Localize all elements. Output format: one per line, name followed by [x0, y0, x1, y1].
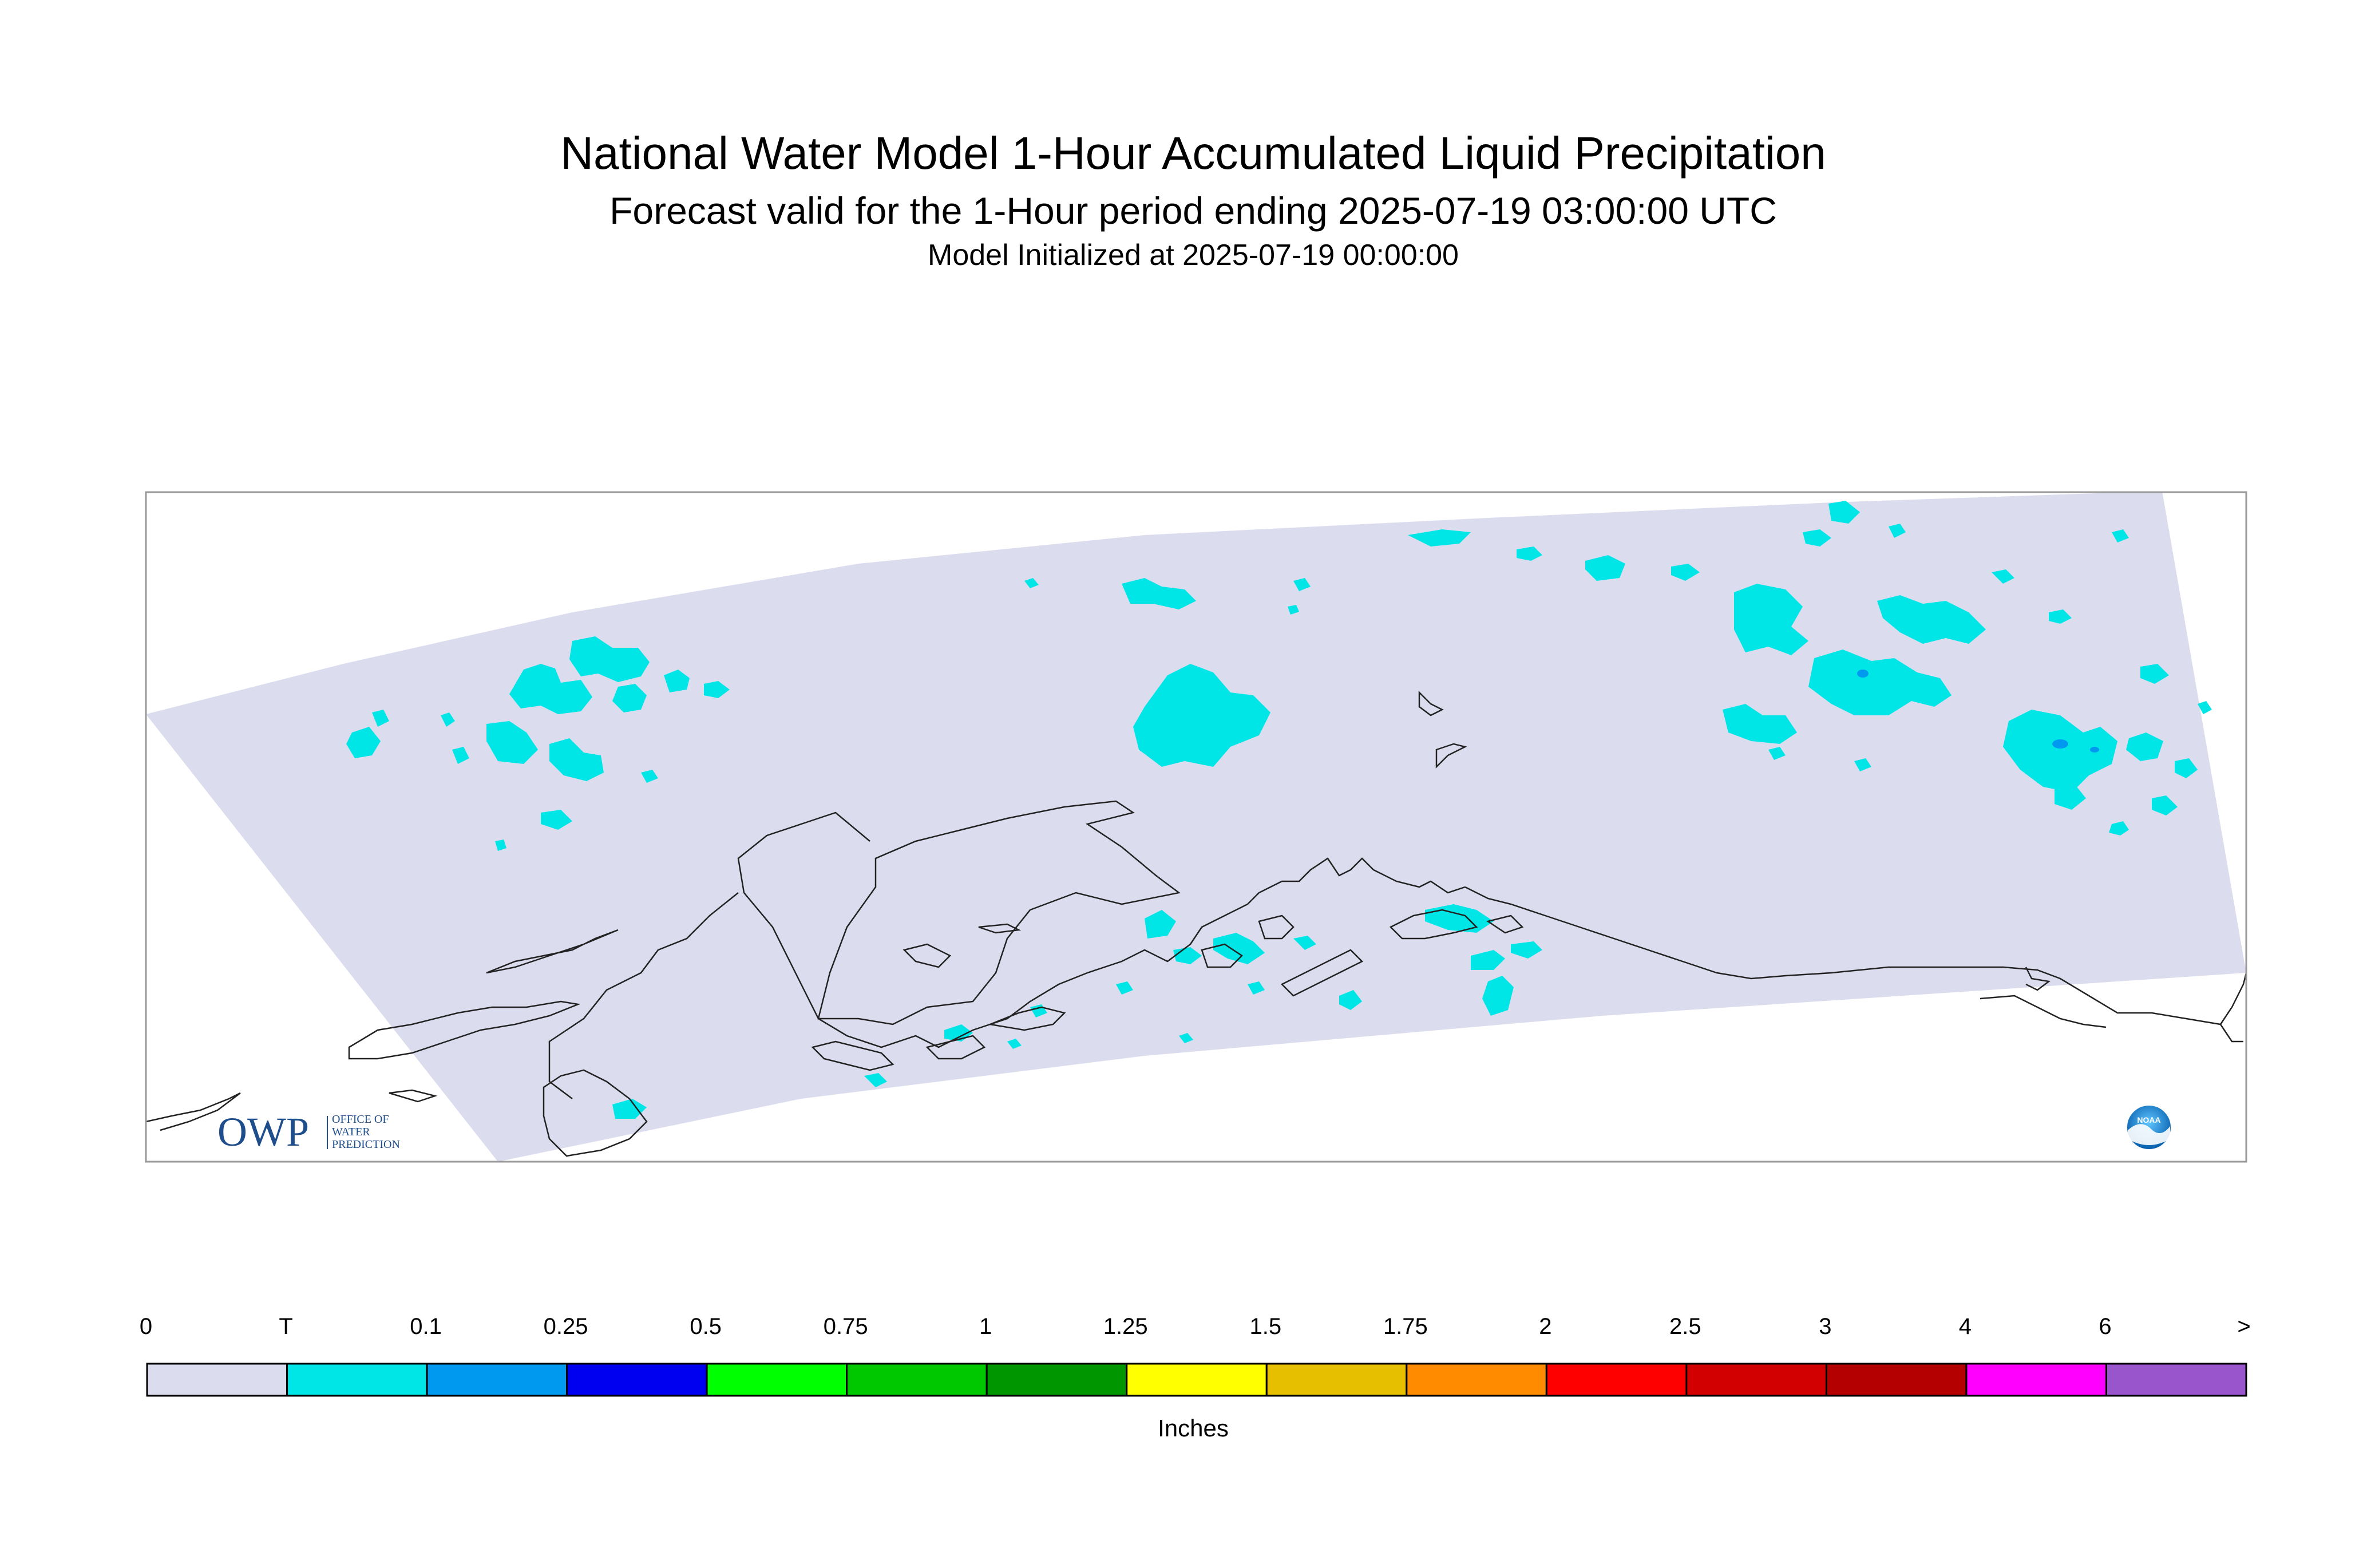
colorbar-swatch — [1825, 1363, 1968, 1397]
colorbar-swatch — [1126, 1363, 1268, 1397]
colorbar-swatch — [985, 1363, 1128, 1397]
colorbar-tick-label: 2 — [1539, 1314, 1552, 1339]
model-domain — [146, 492, 2246, 1162]
colorbar-units: Inches — [1158, 1415, 1229, 1442]
colorbar — [146, 1363, 2247, 1397]
colorbar-swatch — [566, 1363, 708, 1397]
colorbar-swatch — [1406, 1363, 1547, 1397]
colorbar-tick-label: 4 — [1958, 1314, 1972, 1339]
colorbar-swatch — [146, 1363, 288, 1397]
colorbar-tick-label: 1.5 — [1249, 1314, 1282, 1339]
colorbar-swatch — [1265, 1363, 1408, 1397]
colorbar-tick-label: 6 — [2099, 1314, 2112, 1339]
svg-text:WATER: WATER — [332, 1126, 370, 1138]
map-frame — [145, 491, 2247, 1163]
precip-trace-areas — [346, 501, 2212, 1119]
precip-light-areas — [1857, 670, 2099, 753]
colorbar-tick-label: 1.25 — [1103, 1314, 1148, 1339]
map-subtitle-valid-time: Forecast valid for the 1-Hour period end… — [609, 189, 1777, 232]
colorbar-tick-label: T — [279, 1314, 293, 1339]
owp-logo: OWP OFFICE OF WATER PREDICTION — [217, 1109, 400, 1155]
svg-text:NOAA: NOAA — [2137, 1115, 2160, 1124]
colorbar-tick-label: 0.25 — [543, 1314, 588, 1339]
colorbar-tick-label: 3 — [1819, 1314, 1832, 1339]
colorbar-swatch — [846, 1363, 988, 1397]
svg-text:PREDICTION: PREDICTION — [332, 1138, 400, 1151]
colorbar-tick-label: 1.75 — [1383, 1314, 1428, 1339]
colorbar-swatch — [286, 1363, 428, 1397]
svg-text:OWP: OWP — [217, 1109, 309, 1155]
colorbar-tick-label: 0.1 — [410, 1314, 442, 1339]
map-title: National Water Model 1-Hour Accumulated … — [560, 128, 1826, 179]
colorbar-tick-label: 0.5 — [690, 1314, 722, 1339]
colorbar-swatch — [1965, 1363, 2107, 1397]
colorbar-tick-label: 0 — [139, 1314, 153, 1339]
coastlines — [146, 690, 2246, 1157]
colorbar-tick-label: 1 — [979, 1314, 992, 1339]
colorbar-tick-label: 0.75 — [823, 1314, 868, 1339]
noaa-logo: NOAA — [2125, 1103, 2173, 1151]
colorbar-swatch — [426, 1363, 568, 1397]
colorbar-swatch — [1545, 1363, 1688, 1397]
colorbar-tick-label: > — [2237, 1314, 2251, 1339]
map-subtitle-init-time: Model Initialized at 2025-07-19 00:00:00 — [928, 239, 1459, 272]
colorbar-swatch — [706, 1363, 848, 1397]
colorbar-swatch — [1685, 1363, 1827, 1397]
colorbar-tick-label: 2.5 — [1669, 1314, 1701, 1339]
colorbar-swatch — [2105, 1363, 2247, 1397]
svg-text:OFFICE OF: OFFICE OF — [332, 1113, 389, 1126]
